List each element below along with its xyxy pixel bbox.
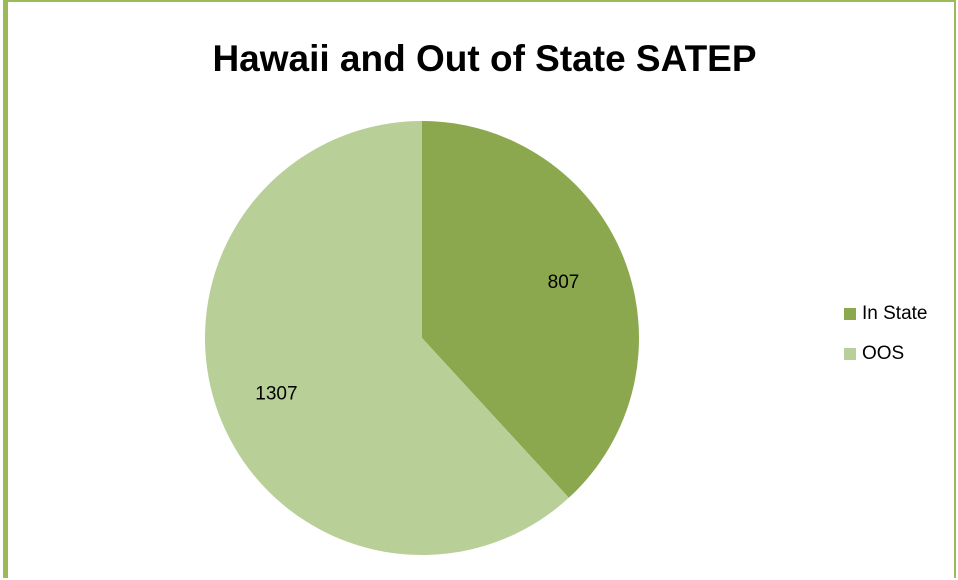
- pie-data-labels: 807 1307: [255, 272, 579, 405]
- legend-swatch-in-state: [844, 308, 856, 320]
- pie-slice-in-state: [422, 121, 639, 498]
- chart-title: Hawaii and Out of State SATEP: [212, 38, 757, 79]
- legend-swatch-oos: [844, 348, 856, 360]
- legend-label-oos: OOS: [862, 343, 905, 364]
- data-label-in-state: 807: [548, 272, 580, 293]
- data-label-oos: 1307: [255, 384, 297, 405]
- pie-chart: 807 1307: [205, 121, 639, 555]
- legend-item-oos: OOS: [844, 342, 928, 366]
- legend-item-in-state: In State: [844, 302, 928, 326]
- legend-label-in-state: In State: [862, 303, 928, 324]
- pie-slice-oos: [205, 121, 569, 555]
- pie-slices: [205, 121, 639, 555]
- chart-legend: In State OOS: [844, 302, 928, 382]
- chart-area: Hawaii and Out of State SATEP 807 1307 In…: [3, 0, 956, 578]
